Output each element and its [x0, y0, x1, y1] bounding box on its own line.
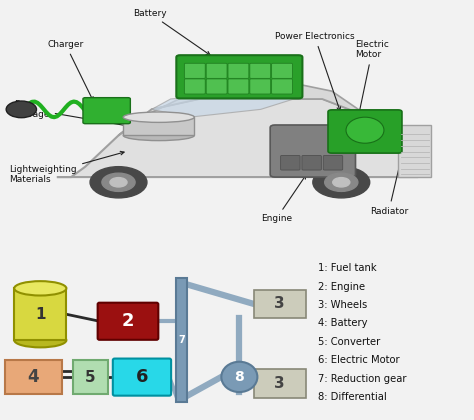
- Text: 3: 3: [274, 297, 285, 311]
- Circle shape: [221, 362, 257, 392]
- FancyBboxPatch shape: [254, 369, 306, 398]
- Text: 5: 5: [85, 370, 96, 385]
- FancyBboxPatch shape: [281, 155, 300, 170]
- FancyBboxPatch shape: [176, 278, 187, 402]
- Circle shape: [90, 167, 147, 198]
- Text: 8: Differential: 8: Differential: [318, 392, 386, 402]
- Circle shape: [110, 178, 127, 187]
- Text: 7: 7: [178, 335, 185, 345]
- FancyBboxPatch shape: [270, 125, 356, 177]
- Text: Battery: Battery: [133, 9, 210, 55]
- Text: Charger: Charger: [47, 40, 93, 100]
- FancyBboxPatch shape: [250, 79, 271, 94]
- FancyBboxPatch shape: [250, 63, 271, 79]
- Text: 1: Fuel tank: 1: Fuel tank: [318, 263, 376, 273]
- Text: Electric
Motor: Electric Motor: [356, 40, 389, 126]
- PathPatch shape: [118, 83, 370, 135]
- FancyBboxPatch shape: [123, 117, 194, 135]
- FancyBboxPatch shape: [83, 97, 130, 123]
- Text: Radiator: Radiator: [370, 155, 408, 215]
- Text: 1: 1: [35, 307, 46, 322]
- Text: Power Electronics: Power Electronics: [275, 32, 355, 111]
- Circle shape: [6, 101, 36, 118]
- Text: 6: Electric Motor: 6: Electric Motor: [318, 355, 399, 365]
- FancyBboxPatch shape: [228, 79, 249, 94]
- Ellipse shape: [123, 130, 194, 141]
- Ellipse shape: [346, 117, 384, 143]
- FancyBboxPatch shape: [14, 288, 66, 340]
- FancyBboxPatch shape: [228, 63, 249, 79]
- Text: 3: 3: [274, 376, 285, 391]
- FancyBboxPatch shape: [254, 289, 306, 318]
- Ellipse shape: [14, 333, 66, 347]
- Ellipse shape: [123, 112, 194, 122]
- Text: Lightweighting
Materials: Lightweighting Materials: [9, 151, 124, 184]
- FancyBboxPatch shape: [328, 110, 402, 153]
- FancyBboxPatch shape: [272, 63, 292, 79]
- FancyBboxPatch shape: [302, 155, 321, 170]
- PathPatch shape: [152, 91, 294, 117]
- Circle shape: [333, 178, 350, 187]
- Text: Fuel
Storage: Fuel Storage: [14, 100, 134, 128]
- Text: 3: Wheels: 3: Wheels: [318, 300, 367, 310]
- FancyBboxPatch shape: [73, 360, 108, 394]
- FancyBboxPatch shape: [272, 79, 292, 94]
- Text: 2: Engine: 2: Engine: [318, 282, 365, 292]
- Text: 2: 2: [122, 312, 134, 330]
- Ellipse shape: [14, 281, 66, 296]
- Text: 4: Battery: 4: Battery: [318, 318, 367, 328]
- FancyBboxPatch shape: [184, 63, 205, 79]
- Text: 6: 6: [136, 368, 148, 386]
- Circle shape: [313, 167, 370, 198]
- Text: 7: Reduction gear: 7: Reduction gear: [318, 373, 406, 383]
- FancyBboxPatch shape: [5, 360, 62, 394]
- Circle shape: [325, 173, 358, 192]
- Text: 4: 4: [27, 368, 39, 386]
- Text: 5: Converter: 5: Converter: [318, 337, 380, 347]
- FancyBboxPatch shape: [206, 79, 227, 94]
- FancyBboxPatch shape: [176, 55, 302, 98]
- Text: Engine: Engine: [261, 175, 306, 223]
- FancyBboxPatch shape: [206, 63, 227, 79]
- FancyBboxPatch shape: [184, 79, 205, 94]
- Circle shape: [102, 173, 135, 192]
- FancyBboxPatch shape: [323, 155, 343, 170]
- FancyBboxPatch shape: [398, 125, 431, 177]
- FancyBboxPatch shape: [98, 303, 158, 340]
- Text: 8: 8: [235, 370, 244, 384]
- FancyBboxPatch shape: [113, 359, 171, 396]
- PathPatch shape: [57, 99, 417, 177]
